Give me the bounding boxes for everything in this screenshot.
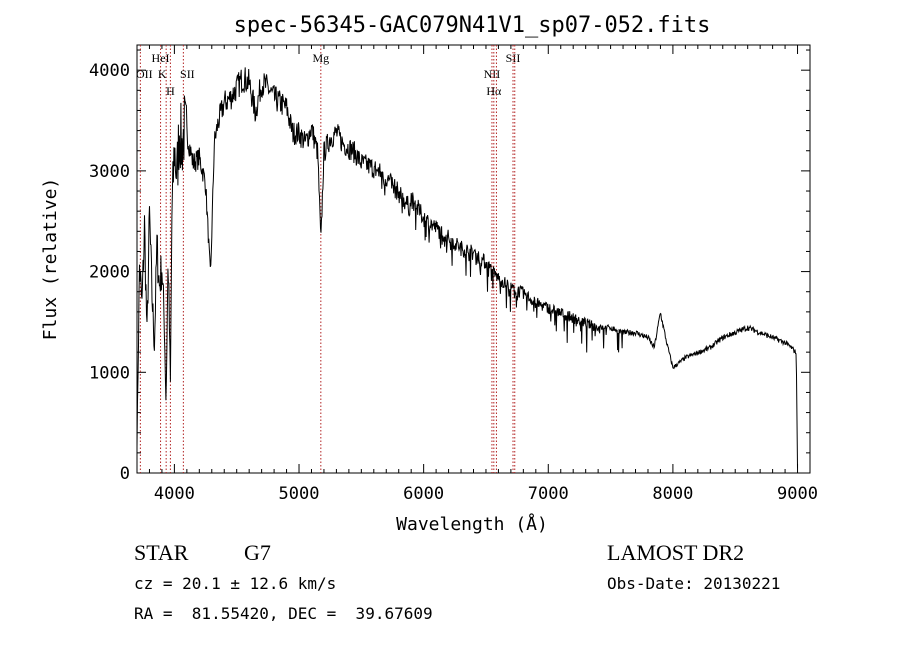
y-tick-label: 3000 bbox=[89, 162, 130, 182]
radec-text: RA = 81.55420, DEC = 39.67609 bbox=[134, 604, 433, 623]
y-tick-label: 1000 bbox=[89, 363, 130, 383]
obs-date-text: Obs-Date: 20130221 bbox=[607, 574, 781, 593]
chart-title: spec-56345-GAC079N41V1_sp07-052.fits bbox=[234, 13, 711, 38]
spectral-line-label: SII bbox=[506, 51, 521, 65]
x-tick-label: 4000 bbox=[154, 484, 195, 504]
spectral-line-markers: OII HeI KH SII Mg NII Hα SII bbox=[136, 45, 520, 473]
plot-area: 4000 5000 6000 7000 8000 9000 0 1000 2000 3000 400… bbox=[89, 44, 818, 504]
spectral-line-label: SII bbox=[180, 67, 195, 81]
survey-name: LAMOST DR2 bbox=[607, 540, 745, 565]
redshift-text: cz = 20.1 ± 12.6 km/s bbox=[134, 574, 337, 593]
y-axis-label: Flux (relative) bbox=[40, 178, 61, 341]
spectral-line-label: Hα bbox=[486, 84, 502, 98]
axis-ticks: 4000 5000 6000 7000 8000 9000 0 1000 2000 3000 400… bbox=[89, 45, 818, 504]
spectral-line-label: K bbox=[158, 67, 167, 81]
spectral-line-label: HeI bbox=[152, 51, 170, 65]
y-tick-label: 0 bbox=[120, 464, 130, 484]
spectral-line-label: Mg bbox=[312, 51, 329, 65]
x-tick-label: 7000 bbox=[528, 484, 569, 504]
x-axis-label: Wavelength (Å) bbox=[396, 513, 548, 535]
y-tick-label: 4000 bbox=[89, 61, 130, 81]
x-tick-label: 6000 bbox=[403, 484, 444, 504]
x-tick-label: 9000 bbox=[777, 484, 818, 504]
object-class: STAR bbox=[134, 540, 189, 565]
x-tick-label: 5000 bbox=[279, 484, 320, 504]
y-tick-label: 2000 bbox=[89, 263, 130, 283]
object-subclass: G7 bbox=[244, 540, 271, 565]
spectrum-line bbox=[136, 67, 798, 469]
spectral-line-label: H bbox=[166, 84, 175, 98]
x-tick-label: 8000 bbox=[652, 484, 693, 504]
spectral-line-label: OII bbox=[136, 67, 153, 81]
spectral-line-label: NII bbox=[484, 67, 501, 81]
